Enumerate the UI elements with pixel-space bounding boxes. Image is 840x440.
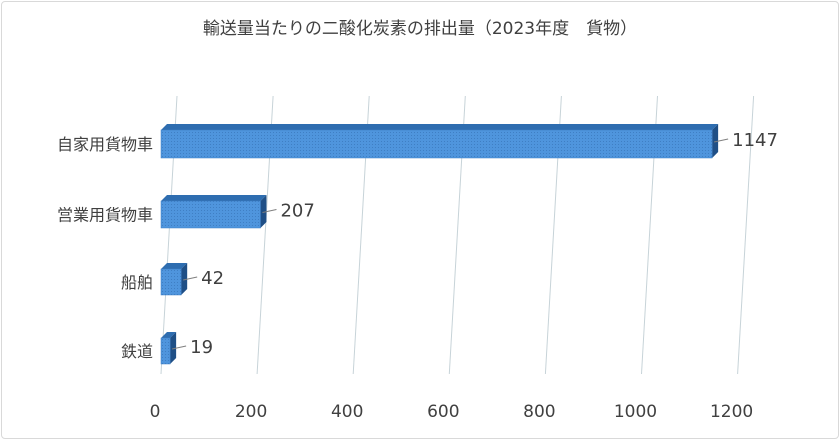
x-tick-label: 400 <box>331 402 363 422</box>
leader-line <box>262 209 277 213</box>
x-tick-label: 0 <box>150 402 161 422</box>
bar <box>160 332 177 365</box>
data-label: 19 <box>190 337 213 358</box>
x-tick-label: 800 <box>523 402 555 422</box>
category-label: 営業用貨物車 <box>57 206 153 225</box>
category-label: 船舶 <box>121 273 153 292</box>
bar <box>160 195 267 229</box>
category-label: 鉄道 <box>121 342 153 361</box>
bars <box>160 124 719 365</box>
data-labels: 1147 207 42 19 <box>172 130 778 358</box>
x-axis-ticks: 0 200 400 600 800 1000 1200 <box>150 402 754 422</box>
gridline <box>737 95 755 375</box>
data-label: 42 <box>201 268 224 289</box>
leader-line <box>714 138 729 143</box>
data-label: 1147 <box>732 130 778 151</box>
bar <box>160 263 188 296</box>
leader-line <box>172 345 187 350</box>
x-tick-label: 200 <box>235 402 267 422</box>
x-tick-label: 1000 <box>614 402 657 422</box>
bar <box>160 124 719 159</box>
data-label: 207 <box>280 201 314 222</box>
x-tick-label: 1200 <box>710 402 753 422</box>
x-tick-label: 600 <box>427 402 459 422</box>
leader-line <box>183 276 198 281</box>
category-label: 自家用貨物車 <box>57 135 153 154</box>
chart-title: 輸送量当たりの二酸化炭素の排出量（2023年度 貨物） <box>202 19 638 39</box>
